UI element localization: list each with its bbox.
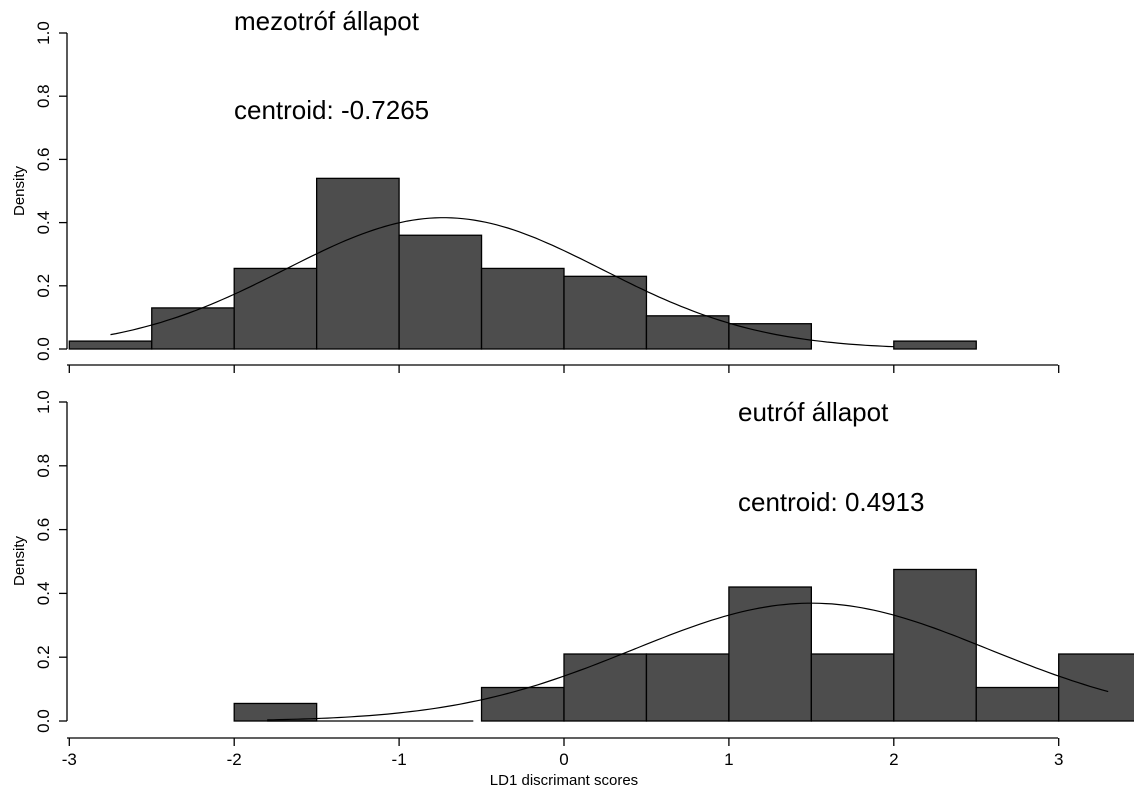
bottom-bar-1: [480, 686, 565, 722]
bottom-bar-4: [728, 586, 813, 722]
panel-top: 0.0 0.2 0.4 0.6 0.8 1.0 Density mezotróf álla…: [11, 6, 1060, 373]
panel-bottom: 0.0 0.2 0.4 0.6 0.8 1.0 -3 -2 -1 0 1 2 3 Density LD…: [11, 390, 1134, 789]
bottom-density-curve: [267, 602, 1109, 721]
x-axis-title: LD1 discrimant scores: [490, 772, 638, 789]
top-bar-8: [728, 323, 813, 350]
bottom-bar-3: [645, 653, 730, 722]
top-ytick-label-3: 0.6: [34, 148, 53, 172]
bottom-ytick-label-4: 0.8: [34, 454, 53, 478]
bottom-xtick-label-1: -2: [227, 750, 242, 769]
top-ytick-label-0: 0.0: [34, 337, 53, 361]
top-histogram-bars: [68, 177, 977, 350]
bottom-bar-2: [563, 653, 648, 722]
bottom-ytick-label-5: 1.0: [34, 390, 53, 414]
bottom-histogram-bars: [233, 568, 1134, 722]
bottom-bar-6: [893, 568, 977, 722]
bottom-bar-8: [1058, 653, 1134, 722]
bottom-xtick-label-5: 2: [889, 750, 898, 769]
bottom-bar-5: [810, 653, 895, 722]
bottom-y-ticks: 0.0 0.2 0.4 0.6 0.8 1.0: [34, 390, 67, 733]
top-ytick-label-4: 0.8: [34, 84, 53, 108]
top-bar-2: [233, 267, 318, 350]
bottom-xtick-label-4: 1: [724, 750, 733, 769]
top-density-curve: [110, 217, 894, 348]
bottom-xtick-label-2: -1: [392, 750, 407, 769]
top-bar-1: [151, 307, 235, 350]
bottom-bar-7: [975, 686, 1060, 722]
top-bar-4: [398, 234, 483, 350]
top-y-axis-title: Density: [11, 165, 28, 216]
top-ytick-label-1: 0.2: [34, 274, 53, 298]
top-bar-3: [315, 177, 400, 350]
bottom-state-label: eutróf állapot: [738, 397, 889, 427]
bottom-ytick-label-1: 0.2: [34, 645, 53, 669]
bottom-xtick-label-6: 3: [1054, 750, 1063, 769]
top-ytick-label-2: 0.4: [34, 211, 53, 235]
bottom-xtick-label-3: 0: [559, 750, 568, 769]
top-ytick-label-5: 1.0: [34, 21, 53, 45]
bottom-ytick-label-0: 0.0: [34, 709, 53, 733]
bottom-ytick-label-2: 0.4: [34, 582, 53, 606]
bottom-y-axis-title: Density: [11, 535, 28, 586]
top-bar-7: [645, 315, 730, 350]
top-bar-5: [480, 267, 565, 350]
bottom-xtick-label-0: -3: [62, 750, 77, 769]
bottom-ytick-label-3: 0.6: [34, 518, 53, 542]
top-y-ticks: 0.0 0.2 0.4 0.6 0.8 1.0: [34, 21, 67, 361]
top-state-label: mezotróf állapot: [234, 6, 420, 36]
bottom-centroid-label: centroid: 0.4913: [738, 487, 924, 517]
top-bar-0: [68, 340, 153, 350]
top-x-ticks: [68, 365, 1060, 373]
top-bar-9: [893, 340, 977, 350]
top-bar-6: [563, 275, 648, 350]
bottom-x-ticks: -3 -2 -1 0 1 2 3: [62, 738, 1063, 769]
top-centroid-label: centroid: -0.7265: [234, 95, 429, 125]
